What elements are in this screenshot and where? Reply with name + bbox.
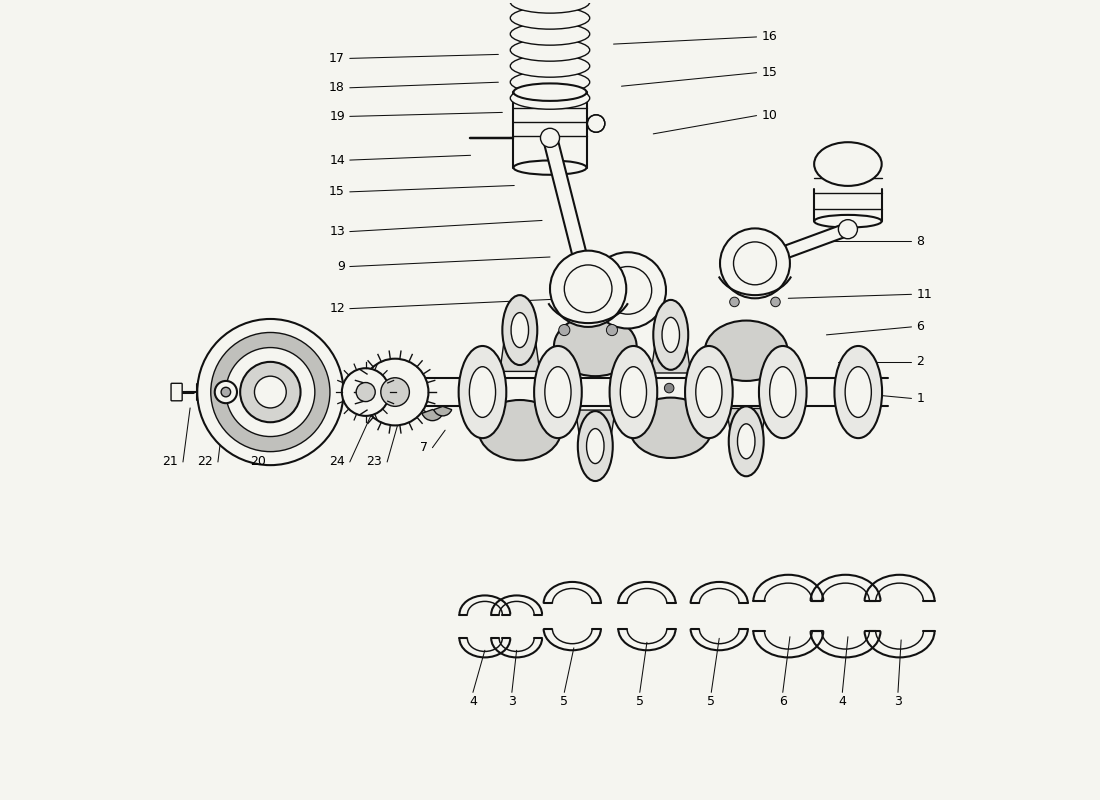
Polygon shape — [726, 409, 766, 442]
Ellipse shape — [845, 366, 871, 418]
Text: 2: 2 — [916, 355, 924, 368]
Text: 9: 9 — [338, 260, 345, 273]
Text: 8: 8 — [916, 234, 924, 248]
Ellipse shape — [512, 313, 529, 347]
Circle shape — [254, 376, 286, 408]
Circle shape — [226, 347, 315, 437]
Ellipse shape — [470, 366, 496, 418]
Ellipse shape — [578, 411, 613, 481]
Polygon shape — [752, 223, 850, 270]
Circle shape — [771, 297, 780, 306]
Ellipse shape — [535, 346, 582, 438]
Circle shape — [604, 266, 651, 314]
Ellipse shape — [510, 7, 590, 29]
Circle shape — [356, 382, 375, 402]
Circle shape — [564, 265, 612, 313]
Circle shape — [550, 250, 626, 327]
Text: 23: 23 — [366, 455, 383, 469]
Ellipse shape — [510, 23, 590, 45]
Text: 5: 5 — [636, 695, 644, 708]
Text: 6: 6 — [779, 695, 786, 708]
Polygon shape — [543, 136, 595, 290]
Circle shape — [590, 252, 666, 329]
Text: 1: 1 — [916, 392, 924, 405]
Ellipse shape — [510, 87, 590, 110]
Circle shape — [838, 220, 858, 238]
Text: 18: 18 — [329, 82, 345, 94]
Ellipse shape — [510, 0, 590, 13]
Circle shape — [664, 383, 674, 393]
Text: 20: 20 — [250, 455, 265, 469]
Ellipse shape — [737, 424, 755, 458]
Circle shape — [197, 319, 343, 465]
Ellipse shape — [653, 300, 689, 370]
Text: 15: 15 — [329, 186, 345, 198]
Ellipse shape — [554, 316, 637, 376]
Circle shape — [240, 362, 300, 422]
Circle shape — [540, 128, 560, 147]
Ellipse shape — [510, 39, 590, 61]
Text: 7: 7 — [420, 441, 428, 454]
Text: 5: 5 — [707, 695, 715, 708]
Ellipse shape — [544, 366, 571, 418]
Ellipse shape — [814, 142, 882, 186]
Ellipse shape — [478, 400, 561, 460]
Circle shape — [559, 325, 570, 336]
Polygon shape — [651, 335, 691, 373]
Ellipse shape — [503, 295, 537, 365]
Ellipse shape — [586, 429, 604, 463]
Circle shape — [214, 381, 236, 403]
Ellipse shape — [696, 366, 722, 418]
Text: 19: 19 — [329, 110, 345, 123]
Circle shape — [720, 229, 790, 298]
Ellipse shape — [705, 321, 788, 381]
Text: 11: 11 — [916, 288, 932, 301]
Ellipse shape — [814, 215, 882, 228]
Ellipse shape — [835, 346, 882, 438]
Polygon shape — [499, 330, 540, 371]
Ellipse shape — [759, 346, 806, 438]
Text: 4: 4 — [838, 695, 846, 708]
Ellipse shape — [770, 366, 796, 418]
Circle shape — [342, 368, 389, 416]
Circle shape — [381, 378, 409, 406]
Ellipse shape — [514, 161, 586, 174]
Text: 3: 3 — [508, 695, 516, 708]
Text: 10: 10 — [761, 109, 778, 122]
Circle shape — [211, 333, 330, 452]
Text: 22: 22 — [197, 455, 213, 469]
Text: 12: 12 — [329, 302, 345, 315]
Text: 5: 5 — [560, 695, 569, 708]
Text: 15: 15 — [761, 66, 778, 79]
Text: 14: 14 — [329, 154, 345, 166]
Ellipse shape — [620, 366, 647, 418]
Text: 13: 13 — [329, 225, 345, 238]
Ellipse shape — [662, 318, 680, 352]
FancyBboxPatch shape — [172, 383, 183, 401]
Text: 21: 21 — [163, 455, 178, 469]
Text: 17: 17 — [329, 52, 345, 65]
Text: 16: 16 — [761, 30, 777, 43]
Ellipse shape — [510, 71, 590, 94]
Ellipse shape — [514, 83, 586, 101]
Ellipse shape — [685, 346, 733, 438]
Circle shape — [606, 325, 617, 336]
Wedge shape — [433, 406, 452, 416]
Text: 3: 3 — [894, 695, 902, 708]
Polygon shape — [575, 410, 615, 446]
Text: 6: 6 — [916, 321, 924, 334]
Ellipse shape — [510, 55, 590, 78]
Ellipse shape — [459, 346, 506, 438]
Circle shape — [734, 242, 777, 285]
Ellipse shape — [728, 406, 763, 476]
Circle shape — [362, 358, 429, 426]
Ellipse shape — [629, 398, 712, 458]
Text: 24: 24 — [329, 455, 345, 469]
Text: 4: 4 — [469, 695, 477, 708]
Circle shape — [221, 387, 231, 397]
Circle shape — [729, 297, 739, 306]
Ellipse shape — [609, 346, 658, 438]
Wedge shape — [422, 410, 443, 421]
